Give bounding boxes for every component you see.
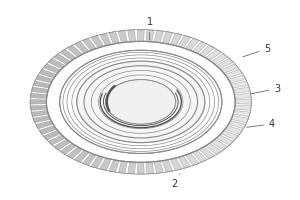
Polygon shape bbox=[211, 139, 228, 150]
Polygon shape bbox=[118, 30, 127, 43]
Polygon shape bbox=[193, 150, 207, 162]
Polygon shape bbox=[48, 59, 65, 69]
Ellipse shape bbox=[77, 61, 205, 143]
Polygon shape bbox=[154, 30, 164, 43]
Polygon shape bbox=[231, 81, 248, 88]
Polygon shape bbox=[225, 69, 242, 78]
Polygon shape bbox=[235, 93, 251, 98]
Polygon shape bbox=[43, 64, 61, 73]
Polygon shape bbox=[74, 150, 89, 162]
Polygon shape bbox=[100, 158, 111, 170]
Polygon shape bbox=[33, 116, 50, 123]
Polygon shape bbox=[162, 31, 173, 44]
Polygon shape bbox=[74, 41, 89, 53]
Polygon shape bbox=[31, 87, 48, 93]
Polygon shape bbox=[82, 38, 96, 50]
Polygon shape bbox=[39, 69, 56, 78]
Polygon shape bbox=[206, 143, 221, 155]
Polygon shape bbox=[178, 156, 190, 168]
Ellipse shape bbox=[46, 41, 235, 162]
Text: 3: 3 bbox=[250, 84, 280, 94]
Polygon shape bbox=[67, 147, 83, 159]
Polygon shape bbox=[100, 33, 111, 46]
Polygon shape bbox=[137, 30, 144, 41]
Polygon shape bbox=[154, 161, 164, 173]
Polygon shape bbox=[206, 49, 221, 60]
Polygon shape bbox=[43, 130, 61, 140]
Polygon shape bbox=[211, 54, 228, 64]
Polygon shape bbox=[216, 135, 233, 145]
Polygon shape bbox=[231, 116, 248, 123]
Text: 1: 1 bbox=[147, 17, 153, 40]
Polygon shape bbox=[48, 135, 65, 145]
Text: 4: 4 bbox=[247, 119, 275, 129]
Polygon shape bbox=[30, 100, 46, 104]
Polygon shape bbox=[30, 93, 47, 98]
Polygon shape bbox=[54, 54, 70, 64]
Polygon shape bbox=[235, 100, 251, 104]
Polygon shape bbox=[146, 162, 154, 174]
Polygon shape bbox=[128, 30, 136, 42]
Polygon shape bbox=[235, 105, 251, 110]
Text: 2: 2 bbox=[171, 174, 180, 189]
Polygon shape bbox=[228, 121, 246, 129]
Polygon shape bbox=[31, 110, 48, 117]
Polygon shape bbox=[137, 162, 144, 174]
Polygon shape bbox=[185, 153, 199, 166]
Polygon shape bbox=[82, 153, 96, 166]
Polygon shape bbox=[60, 49, 76, 60]
Polygon shape bbox=[33, 81, 50, 88]
Polygon shape bbox=[170, 33, 182, 46]
Polygon shape bbox=[178, 35, 190, 48]
Polygon shape bbox=[109, 160, 119, 172]
Polygon shape bbox=[185, 38, 199, 50]
Polygon shape bbox=[67, 45, 83, 57]
Polygon shape bbox=[199, 147, 214, 159]
Polygon shape bbox=[60, 143, 76, 155]
Ellipse shape bbox=[106, 80, 176, 124]
Polygon shape bbox=[36, 121, 53, 129]
Polygon shape bbox=[233, 110, 250, 117]
Polygon shape bbox=[228, 75, 246, 83]
Polygon shape bbox=[36, 75, 53, 83]
Polygon shape bbox=[91, 35, 103, 48]
Polygon shape bbox=[39, 126, 56, 134]
Polygon shape bbox=[193, 41, 207, 53]
Polygon shape bbox=[128, 162, 136, 174]
Polygon shape bbox=[233, 87, 250, 93]
Polygon shape bbox=[162, 160, 173, 172]
Polygon shape bbox=[221, 64, 238, 73]
Polygon shape bbox=[216, 59, 233, 69]
Polygon shape bbox=[54, 139, 70, 150]
Polygon shape bbox=[199, 45, 214, 57]
Polygon shape bbox=[170, 158, 182, 170]
Text: 5: 5 bbox=[243, 44, 271, 57]
Polygon shape bbox=[91, 156, 103, 168]
Polygon shape bbox=[146, 30, 154, 42]
Polygon shape bbox=[30, 105, 47, 110]
Polygon shape bbox=[225, 126, 242, 134]
Polygon shape bbox=[118, 161, 127, 173]
Polygon shape bbox=[109, 31, 119, 44]
Polygon shape bbox=[221, 130, 238, 140]
